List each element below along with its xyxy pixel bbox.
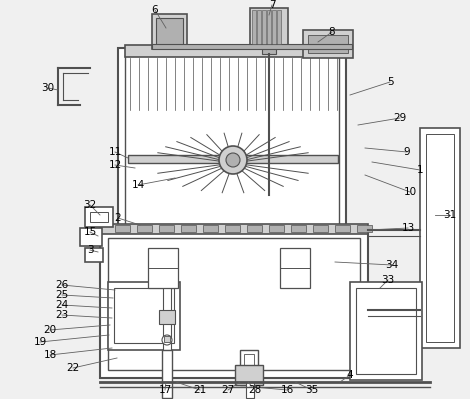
Text: 9: 9 bbox=[404, 147, 410, 157]
Bar bbox=[203, 225, 218, 232]
Bar bbox=[115, 225, 130, 232]
Bar bbox=[267, 10, 271, 44]
Text: 1: 1 bbox=[417, 165, 423, 175]
Bar bbox=[156, 18, 183, 45]
Bar bbox=[125, 55, 339, 231]
Bar bbox=[244, 354, 254, 382]
Bar bbox=[80, 228, 102, 246]
Bar bbox=[357, 225, 372, 232]
Bar bbox=[128, 155, 338, 163]
Text: 31: 31 bbox=[443, 210, 457, 220]
Bar bbox=[262, 10, 266, 44]
Bar bbox=[85, 207, 113, 227]
Text: 22: 22 bbox=[66, 363, 79, 373]
Bar bbox=[420, 128, 460, 348]
Text: 25: 25 bbox=[55, 290, 69, 300]
Text: 34: 34 bbox=[385, 260, 399, 270]
Bar bbox=[162, 350, 172, 398]
Text: 4: 4 bbox=[347, 370, 353, 380]
Bar bbox=[277, 10, 281, 44]
Text: 5: 5 bbox=[387, 77, 393, 87]
Bar bbox=[350, 282, 422, 380]
Bar bbox=[163, 285, 171, 350]
Bar bbox=[85, 248, 103, 262]
Text: 2: 2 bbox=[115, 213, 121, 223]
Text: 35: 35 bbox=[306, 385, 319, 395]
Bar bbox=[246, 382, 254, 398]
Bar bbox=[225, 225, 240, 232]
Text: 24: 24 bbox=[55, 300, 69, 310]
Bar bbox=[181, 225, 196, 232]
Text: 21: 21 bbox=[193, 385, 207, 395]
Bar bbox=[118, 48, 346, 238]
Text: 6: 6 bbox=[152, 5, 158, 15]
Bar bbox=[152, 14, 187, 49]
Bar bbox=[335, 225, 350, 232]
Bar bbox=[356, 288, 416, 374]
Bar bbox=[247, 225, 262, 232]
Text: 15: 15 bbox=[83, 227, 97, 237]
Text: 8: 8 bbox=[329, 27, 335, 37]
Text: 18: 18 bbox=[43, 350, 56, 360]
Text: 19: 19 bbox=[33, 337, 47, 347]
Text: 29: 29 bbox=[393, 113, 407, 123]
Circle shape bbox=[162, 335, 172, 345]
Bar bbox=[152, 44, 352, 49]
Bar bbox=[137, 225, 152, 232]
Bar bbox=[426, 134, 454, 342]
Bar bbox=[250, 8, 288, 46]
Text: 17: 17 bbox=[158, 385, 172, 395]
Text: 20: 20 bbox=[43, 325, 56, 335]
Bar bbox=[252, 10, 256, 44]
Bar bbox=[235, 365, 263, 385]
Bar bbox=[272, 10, 276, 44]
Text: 13: 13 bbox=[401, 223, 415, 233]
Bar bbox=[100, 230, 368, 378]
Text: 7: 7 bbox=[269, 0, 275, 10]
Text: 23: 23 bbox=[55, 310, 69, 320]
Bar bbox=[280, 248, 310, 288]
Bar bbox=[164, 336, 170, 342]
Bar bbox=[114, 288, 174, 343]
Text: 30: 30 bbox=[41, 83, 55, 93]
Bar bbox=[148, 248, 178, 288]
Text: 27: 27 bbox=[221, 385, 235, 395]
Bar bbox=[100, 224, 368, 234]
Bar bbox=[108, 282, 180, 350]
Text: 11: 11 bbox=[109, 147, 122, 157]
Circle shape bbox=[226, 153, 240, 167]
Bar bbox=[303, 30, 353, 58]
Text: 14: 14 bbox=[132, 180, 145, 190]
Bar bbox=[159, 225, 174, 232]
Text: 28: 28 bbox=[248, 385, 262, 395]
Bar bbox=[125, 45, 339, 57]
Text: 3: 3 bbox=[86, 245, 94, 255]
Bar bbox=[159, 310, 175, 324]
Bar bbox=[257, 10, 261, 44]
Bar bbox=[291, 225, 306, 232]
Text: 33: 33 bbox=[381, 275, 395, 285]
Text: 26: 26 bbox=[55, 280, 69, 290]
Text: 32: 32 bbox=[83, 200, 97, 210]
Text: 12: 12 bbox=[109, 160, 122, 170]
Text: 16: 16 bbox=[281, 385, 294, 395]
Bar bbox=[90, 212, 108, 222]
Bar bbox=[108, 238, 360, 370]
Bar bbox=[240, 350, 258, 385]
Text: 10: 10 bbox=[403, 187, 416, 197]
Bar bbox=[128, 57, 338, 132]
Bar bbox=[313, 225, 328, 232]
Circle shape bbox=[219, 146, 247, 174]
Bar bbox=[269, 225, 284, 232]
Bar bbox=[308, 35, 348, 53]
Bar bbox=[262, 44, 276, 54]
